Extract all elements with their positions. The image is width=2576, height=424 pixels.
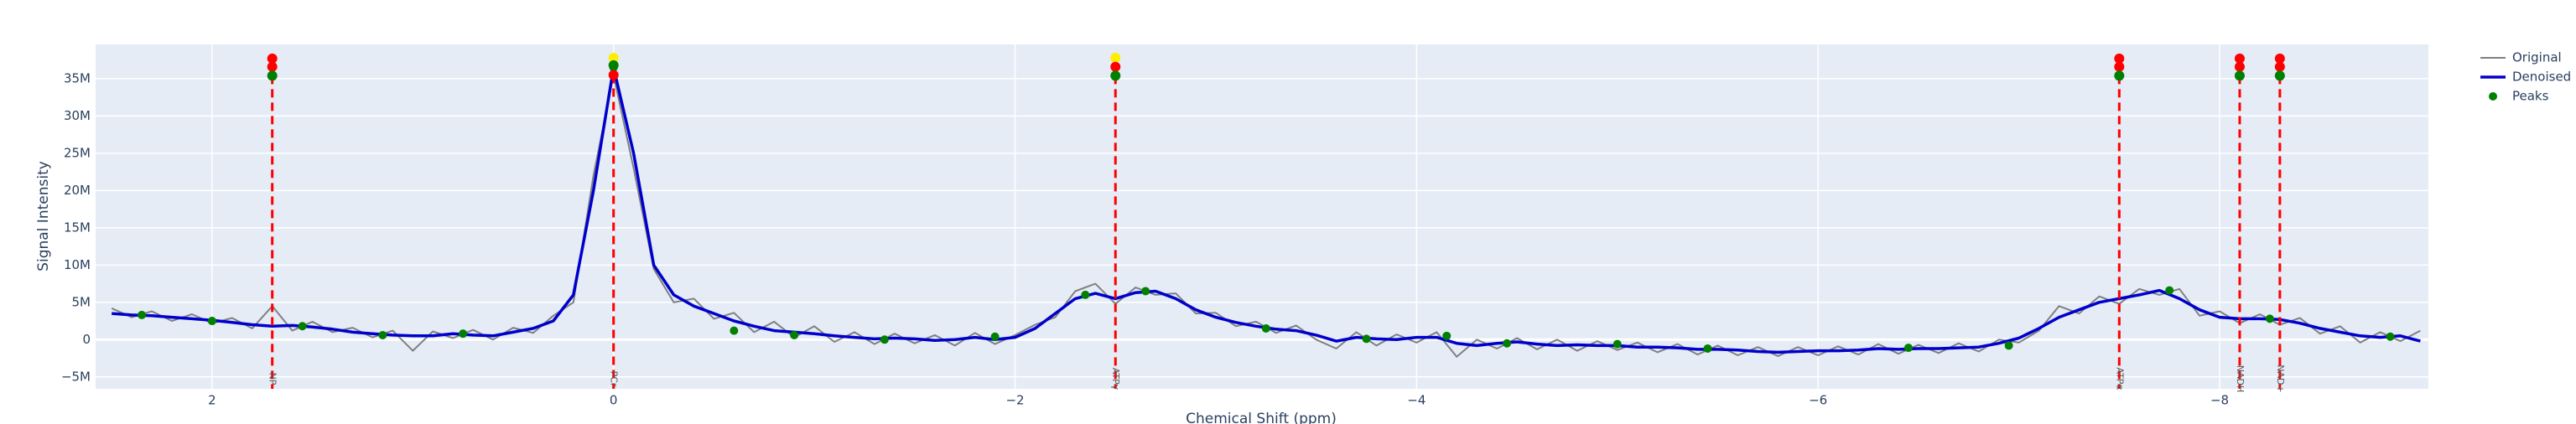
reference-marker: [267, 61, 278, 72]
peak-marker: [2265, 314, 2274, 323]
reference-marker: [2274, 53, 2285, 64]
reference-marker: [608, 70, 619, 80]
legend-label: Peaks: [2512, 89, 2549, 104]
peak-marker: [138, 310, 147, 319]
peak-marker: [1261, 323, 1270, 333]
reference-label: NADH: [2235, 365, 2246, 393]
y-tick-label: 25M: [64, 145, 91, 160]
y-axis-title: Signal Intensity: [35, 161, 52, 271]
peak-marker: [1362, 334, 1371, 344]
x-axis-title: Chemical Shift (ppm): [1186, 411, 1337, 424]
peak-marker: [2386, 332, 2395, 341]
peak-marker: [2004, 341, 2013, 350]
peak-marker: [1141, 287, 1150, 296]
x-tick-label: 2: [208, 393, 216, 408]
peak-marker: [880, 335, 889, 344]
reference-marker: [267, 70, 278, 81]
reference-label: NAD+: [2275, 365, 2286, 392]
y-tick-label: 5M: [72, 294, 91, 309]
peak-marker: [990, 332, 1000, 341]
reference-marker: [2234, 70, 2245, 81]
reference-marker: [267, 53, 278, 64]
reference-marker: [2114, 70, 2125, 81]
reference-label: PCr: [609, 371, 620, 387]
x-tick-label: −4: [1407, 393, 1426, 408]
reference-marker: [2114, 61, 2125, 72]
legend-swatch: [2489, 92, 2497, 101]
x-tick-label: −6: [1809, 393, 1827, 408]
peak-marker: [378, 330, 387, 339]
reference-marker: [2274, 61, 2285, 72]
peak-marker: [790, 330, 799, 339]
reference-marker: [2114, 53, 2125, 64]
reference-marker: [2234, 61, 2245, 72]
peak-marker: [1081, 290, 1090, 299]
y-tick-label: 15M: [64, 220, 91, 235]
peak-marker: [1703, 344, 1712, 353]
reference-label: ATPα: [2114, 367, 2125, 390]
peak-marker: [2165, 286, 2174, 295]
y-tick-label: 30M: [64, 108, 91, 123]
peak-marker: [1903, 344, 1913, 353]
reference-marker: [1110, 53, 1121, 64]
x-tick-label: 0: [610, 393, 618, 408]
y-tick-label: 0: [82, 332, 91, 347]
reference-label: NP: [267, 373, 278, 385]
peak-marker: [207, 317, 216, 326]
reference-marker: [608, 59, 619, 70]
x-tick-label: −8: [2210, 393, 2229, 408]
peak-marker: [459, 329, 468, 339]
peak-marker: [730, 326, 739, 335]
peak-marker: [1503, 339, 1512, 348]
peak-marker: [298, 322, 307, 331]
y-tick-label: −5M: [61, 369, 91, 384]
x-tick-label: −2: [1005, 393, 1024, 408]
reference-marker: [2274, 70, 2285, 81]
peak-marker: [1613, 339, 1622, 349]
legend-label: Original: [2512, 50, 2562, 65]
y-tick-label: 35M: [64, 70, 91, 85]
reference-marker: [1110, 70, 1121, 81]
reference-label: ATPγ: [1110, 368, 1121, 390]
reference-marker: [608, 53, 619, 64]
reference-marker: [1110, 61, 1121, 72]
legend-label: Denoised: [2512, 70, 2571, 85]
peak-marker: [1442, 331, 1452, 340]
reference-marker: [2234, 53, 2245, 64]
y-tick-label: 20M: [64, 183, 91, 198]
y-tick-label: 10M: [64, 257, 91, 272]
plot-area: [96, 44, 2428, 389]
